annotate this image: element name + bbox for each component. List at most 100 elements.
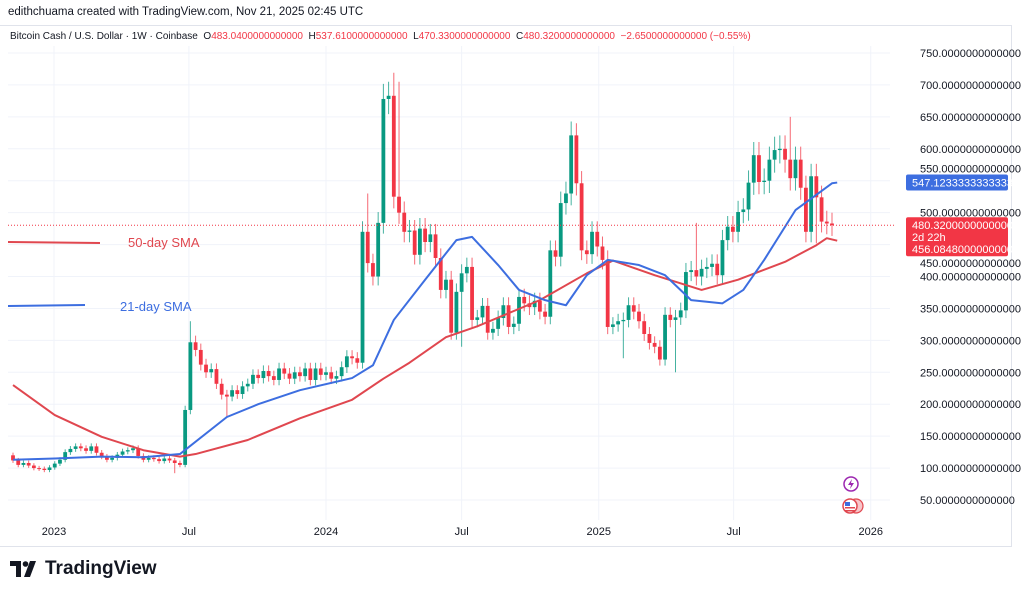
candle-body bbox=[292, 372, 297, 379]
candle-body bbox=[131, 448, 135, 451]
candle-body bbox=[193, 342, 198, 350]
candle bbox=[605, 250, 610, 335]
candle-body bbox=[798, 159, 803, 188]
candle-body bbox=[746, 182, 751, 210]
candle bbox=[350, 350, 354, 365]
candle-body bbox=[751, 155, 756, 183]
candle-body bbox=[564, 193, 568, 204]
candle bbox=[767, 146, 772, 194]
candle bbox=[631, 297, 636, 320]
candle-body bbox=[11, 455, 15, 461]
candle bbox=[89, 443, 94, 454]
candle bbox=[303, 362, 308, 382]
candle-body bbox=[657, 346, 662, 360]
candle-body bbox=[344, 356, 349, 368]
candle bbox=[318, 362, 323, 381]
candle bbox=[657, 340, 662, 366]
candle-body bbox=[31, 465, 36, 469]
candle bbox=[506, 297, 511, 335]
high-label: H bbox=[308, 31, 316, 42]
candle bbox=[204, 358, 208, 378]
candle-body bbox=[125, 450, 130, 452]
candle bbox=[772, 136, 777, 173]
candle bbox=[245, 378, 250, 392]
lightning-glyph bbox=[848, 479, 854, 489]
candle bbox=[590, 221, 594, 264]
candle-body bbox=[741, 209, 746, 213]
candle bbox=[386, 81, 391, 115]
candle-body bbox=[454, 291, 459, 333]
candle-body bbox=[725, 226, 730, 241]
candle bbox=[63, 449, 68, 463]
candle bbox=[84, 445, 88, 454]
candle-body bbox=[470, 266, 474, 320]
candle bbox=[287, 368, 292, 385]
candle-body bbox=[496, 318, 501, 329]
candle-body bbox=[736, 212, 740, 232]
candle bbox=[188, 321, 193, 415]
candle-body bbox=[663, 314, 667, 360]
candle bbox=[193, 335, 198, 357]
candle-body bbox=[204, 364, 208, 373]
candle bbox=[417, 217, 422, 265]
candle bbox=[558, 191, 563, 267]
candle-body bbox=[444, 279, 448, 290]
attribution: edithchuama created with TradingView.com… bbox=[8, 6, 364, 18]
candle-body bbox=[757, 155, 761, 182]
candle bbox=[183, 405, 188, 468]
logo-text: TradingView bbox=[45, 558, 157, 579]
candle-body bbox=[464, 266, 469, 274]
sma50-line bbox=[12, 237, 838, 458]
candle bbox=[47, 465, 52, 473]
y-tick-label: 250.0000000000000 bbox=[920, 367, 1021, 379]
candle-body bbox=[480, 305, 485, 318]
candle-body bbox=[110, 457, 115, 460]
y-tick-label: 600.0000000000000 bbox=[920, 144, 1021, 156]
candle-body bbox=[68, 448, 73, 453]
candle-body bbox=[673, 317, 678, 320]
sma50-annotation: 50-day SMA bbox=[128, 235, 200, 250]
sma21-legend-line bbox=[7, 304, 86, 307]
candle-body bbox=[58, 459, 62, 464]
candle bbox=[360, 221, 365, 369]
candle-body bbox=[491, 328, 495, 333]
candle bbox=[355, 352, 360, 369]
candle-body bbox=[219, 383, 224, 395]
y-tick-label: 300.0000000000000 bbox=[920, 335, 1021, 347]
tradingview-logo: TradingView bbox=[10, 558, 157, 580]
candle-body bbox=[704, 266, 709, 269]
candle bbox=[224, 389, 229, 418]
candle bbox=[256, 369, 261, 384]
candle bbox=[282, 362, 287, 380]
candle-body bbox=[830, 223, 834, 226]
candle bbox=[710, 254, 714, 277]
candle-body bbox=[230, 390, 235, 397]
candle bbox=[21, 460, 26, 468]
candle bbox=[397, 81, 401, 224]
candle-body bbox=[381, 98, 386, 223]
candle bbox=[219, 378, 224, 400]
y-tick-label: 150.0000000000000 bbox=[920, 431, 1021, 443]
y-tick-label: 750.0000000000000 bbox=[920, 48, 1021, 60]
chart-frame bbox=[0, 25, 1012, 547]
candle-body bbox=[318, 368, 323, 375]
tradingview-logo-icon bbox=[10, 561, 36, 577]
candle bbox=[344, 350, 349, 373]
candle-body bbox=[26, 462, 31, 466]
candle bbox=[777, 135, 782, 164]
candle-body bbox=[459, 273, 464, 292]
candle-body bbox=[136, 448, 141, 456]
candle-body bbox=[365, 231, 370, 264]
candle-body bbox=[558, 203, 563, 257]
low-label: L bbox=[413, 31, 419, 42]
candle bbox=[423, 217, 428, 253]
candle-body bbox=[637, 311, 641, 322]
candle bbox=[402, 201, 407, 243]
candle bbox=[391, 72, 396, 209]
candle bbox=[543, 303, 547, 325]
candle-body bbox=[21, 462, 26, 465]
candle-body bbox=[804, 187, 808, 232]
y-tick-label: 200.0000000000000 bbox=[920, 399, 1021, 411]
candle bbox=[277, 362, 281, 386]
